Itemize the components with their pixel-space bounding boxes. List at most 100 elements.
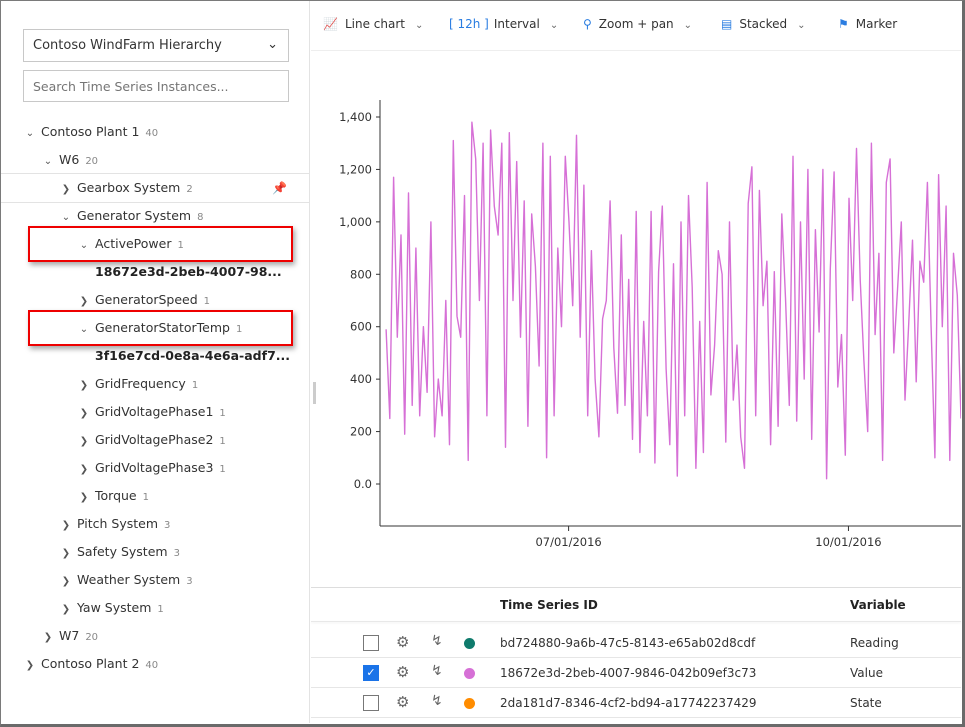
search-input[interactable] bbox=[23, 70, 289, 102]
marker-button[interactable]: ⚑ Marker bbox=[838, 17, 897, 31]
chevron-down-icon[interactable]: ⌄ bbox=[61, 212, 71, 223]
tree-node[interactable]: ⌄ W6 20 bbox=[1, 146, 309, 174]
chevron-down-icon[interactable]: ⌄ bbox=[79, 240, 89, 251]
column-header-variable[interactable]: Variable bbox=[850, 598, 906, 612]
tree-node-label: GeneratorSpeed bbox=[95, 292, 198, 307]
tree-node-label: Generator System bbox=[77, 208, 192, 223]
header-divider bbox=[311, 621, 961, 622]
chevron-right-icon[interactable]: ❯ bbox=[61, 184, 71, 195]
table-row[interactable]: ⚙ ↯ bd724880-9a6b-47c5-8143-e65ab02d8cdf… bbox=[311, 628, 961, 658]
chevron-down-icon[interactable]: ⌄ bbox=[79, 324, 89, 335]
tree-node-count: 1 bbox=[235, 324, 243, 335]
tree-node-label: Yaw System bbox=[77, 600, 152, 615]
table-row[interactable]: ✓ ⚙ ↯ 18672e3d-2beb-4007-9846-042b09ef3c… bbox=[311, 658, 961, 688]
tree-node-label: W7 bbox=[59, 628, 80, 643]
zoom-pan-dropdown[interactable]: ⚲ Zoom + pan ⌄ bbox=[583, 17, 692, 31]
chevron-down-icon[interactable]: ⌄ bbox=[43, 156, 53, 167]
tree-node[interactable]: ❯ Pitch System 3 bbox=[1, 510, 309, 538]
tree-node-label: GeneratorStatorTemp bbox=[95, 320, 230, 335]
line-chart[interactable]: 0.0 200 400 600 800 1,000 1,200 1,400 07/01/2016… bbox=[311, 52, 961, 587]
variable-name: Reading bbox=[850, 636, 899, 650]
chevron-right-icon[interactable]: ❯ bbox=[79, 408, 89, 419]
row-checkbox[interactable]: ✓ bbox=[363, 665, 379, 681]
series-line[interactable] bbox=[385, 121, 961, 480]
gear-icon[interactable]: ⚙ bbox=[396, 633, 410, 651]
tree-node[interactable]: ❯ GridVoltagePhase3 1 bbox=[1, 454, 309, 482]
lightning-icon[interactable]: ↯ bbox=[431, 663, 443, 679]
gear-icon[interactable]: ⚙ bbox=[396, 663, 410, 681]
tree-node[interactable]: ❯ Torque 1 bbox=[1, 482, 309, 510]
tree-node-label: GridVoltagePhase1 bbox=[95, 404, 214, 419]
chevron-right-icon[interactable]: ❯ bbox=[25, 660, 35, 671]
row-checkbox[interactable] bbox=[363, 695, 379, 711]
y-tick-label: 800 bbox=[350, 267, 372, 281]
chevron-right-icon[interactable]: ❯ bbox=[79, 492, 89, 503]
tree-node-count: 3 bbox=[186, 576, 193, 587]
chevron-right-icon[interactable]: ❯ bbox=[79, 464, 89, 475]
tree-node[interactable]: ❯ Weather System 3 bbox=[1, 566, 309, 594]
tree-node[interactable]: ❯ Safety System 3 bbox=[1, 538, 309, 566]
chevron-right-icon[interactable]: ❯ bbox=[61, 548, 71, 559]
row-divider bbox=[1, 173, 309, 174]
tree-node-label: Weather System bbox=[77, 572, 181, 587]
tree-node[interactable]: ❯ Yaw System 1 bbox=[1, 594, 309, 622]
chevron-down-icon: ⌄ bbox=[414, 20, 424, 31]
tree-node[interactable]: ❯ GridVoltagePhase1 1 bbox=[1, 398, 309, 426]
tree-node-count: 20 bbox=[85, 632, 99, 643]
tree-node-label: GridFrequency bbox=[95, 376, 186, 391]
y-tick-label: 400 bbox=[350, 372, 372, 386]
y-tick-label: 200 bbox=[350, 425, 372, 439]
tree-node-count: 1 bbox=[177, 240, 184, 251]
tree-node[interactable]: ⌄ ActivePower 1 bbox=[1, 230, 309, 258]
tree-node[interactable]: ❯ Contoso Plant 2 40 bbox=[1, 650, 309, 678]
tree-node-label: GridVoltagePhase3 bbox=[95, 460, 214, 475]
lightning-icon[interactable]: ↯ bbox=[431, 693, 443, 709]
tree-node[interactable]: ❯ GeneratorSpeed 1 bbox=[1, 286, 309, 314]
panel-resize-handle[interactable] bbox=[313, 382, 316, 404]
search-icon: ⚲ bbox=[583, 17, 592, 31]
tree-node[interactable]: ⌄ Generator System 8 bbox=[1, 202, 309, 230]
chevron-right-icon[interactable]: ❯ bbox=[61, 520, 71, 531]
chevron-right-icon[interactable]: ❯ bbox=[79, 296, 89, 307]
interval-dropdown[interactable]: [ 12h ] Interval ⌄ bbox=[449, 17, 558, 31]
stacked-dropdown[interactable]: ▤ Stacked ⌄ bbox=[721, 17, 806, 31]
y-tick-label: 1,400 bbox=[339, 110, 372, 124]
chevron-down-icon: ⌄ bbox=[683, 20, 693, 31]
chevron-right-icon[interactable]: ❯ bbox=[61, 576, 71, 587]
highlight-box bbox=[28, 226, 293, 262]
chart-type-dropdown[interactable]: 📈 Line chart ⌄ bbox=[323, 17, 423, 31]
gear-icon[interactable]: ⚙ bbox=[396, 693, 410, 711]
marker-label: Marker bbox=[855, 17, 898, 31]
tree-node[interactable]: ⌄ Contoso Plant 1 40 bbox=[1, 118, 309, 146]
line-chart-icon: 📈 bbox=[323, 17, 338, 31]
tree-node-count: 3 bbox=[173, 548, 180, 559]
tree-instance[interactable]: 3f16e7cd-0e8a-4e6a-adf7... bbox=[1, 342, 309, 370]
tree-node-count: 1 bbox=[157, 604, 164, 615]
hierarchy-select[interactable]: Contoso WindFarm Hierarchy ⌄ bbox=[23, 29, 289, 62]
stacked-icon: ▤ bbox=[721, 17, 733, 31]
lightning-icon[interactable]: ↯ bbox=[431, 633, 443, 649]
pin-icon[interactable]: 📌 bbox=[272, 181, 287, 195]
chevron-down-icon: ⌄ bbox=[267, 37, 278, 52]
tree-node-label: Safety System bbox=[77, 544, 168, 559]
tree-node[interactable]: ❯ W7 20 bbox=[1, 622, 309, 650]
table-row[interactable]: ⚙ ↯ 2da181d7-8346-4cf2-bd94-a17742237429… bbox=[311, 688, 961, 718]
y-tick-label: 1,200 bbox=[339, 162, 372, 176]
highlight-box bbox=[28, 310, 293, 346]
tree-node[interactable]: ❯ GridFrequency 1 bbox=[1, 370, 309, 398]
tree-instance[interactable]: 18672e3d-2beb-4007-98... bbox=[1, 258, 309, 286]
chevron-right-icon[interactable]: ❯ bbox=[43, 632, 53, 643]
tree-node-count: 40 bbox=[145, 660, 159, 671]
chevron-down-icon[interactable]: ⌄ bbox=[25, 128, 35, 139]
chevron-right-icon[interactable]: ❯ bbox=[61, 604, 71, 615]
tree-node[interactable]: ❯ Gearbox System 2 📌 bbox=[1, 174, 309, 202]
tree-node-count: 40 bbox=[145, 128, 159, 139]
chevron-right-icon[interactable]: ❯ bbox=[79, 436, 89, 447]
tree-node[interactable]: ⌄ GeneratorStatorTemp 1 bbox=[1, 314, 309, 342]
tree-node[interactable]: ❯ GridVoltagePhase2 1 bbox=[1, 426, 309, 454]
chevron-right-icon[interactable]: ❯ bbox=[79, 380, 89, 391]
chevron-down-icon: ⌄ bbox=[549, 20, 559, 31]
row-checkbox[interactable] bbox=[363, 635, 379, 651]
column-header-id[interactable]: Time Series ID bbox=[500, 598, 598, 612]
hierarchy-panel: Contoso WindFarm Hierarchy ⌄ ⌄ Contoso Pl… bbox=[1, 1, 310, 723]
